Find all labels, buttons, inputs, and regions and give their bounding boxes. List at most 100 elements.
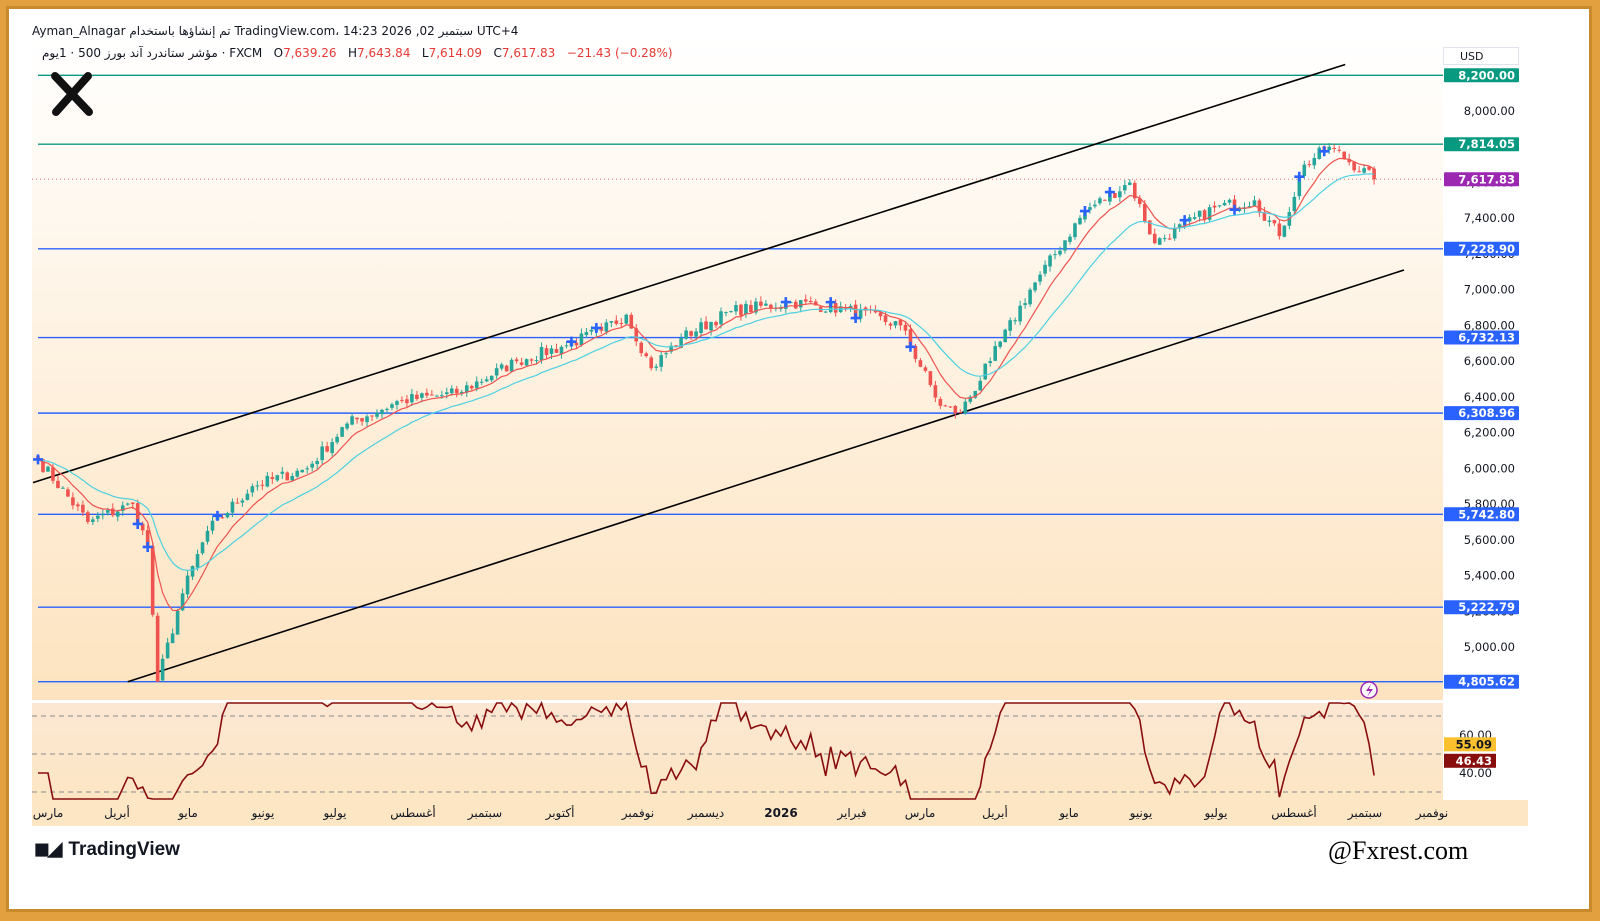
candle-body [415, 394, 419, 400]
rsi-value-label: 55.09 [1456, 737, 1492, 751]
rsi-tick-label: 40.00 [1459, 766, 1492, 780]
signal-marker [566, 336, 577, 347]
candle-body [46, 466, 50, 472]
candle-body [1033, 282, 1037, 291]
candle-body [694, 331, 698, 337]
candle-body [873, 309, 878, 313]
time-axis-bg [32, 799, 1528, 826]
candle-body [165, 642, 170, 659]
candle-body [534, 360, 539, 362]
candle-body [1078, 217, 1082, 225]
candle-body [400, 399, 404, 401]
candle-body [180, 593, 185, 611]
candle-body [479, 381, 484, 383]
candle-body [235, 502, 240, 504]
level-tag-label: 8,200.00 [1458, 68, 1515, 82]
x-logo-icon [51, 72, 93, 116]
signal-marker [212, 510, 223, 521]
price-tick-label: 5,400.00 [1464, 569, 1515, 583]
candle-body [380, 409, 384, 415]
candle-body [185, 575, 190, 595]
candle-body [420, 393, 424, 398]
level-tag[interactable] [1444, 68, 1519, 83]
signal-marker [1079, 206, 1090, 217]
candle-body [71, 497, 75, 506]
candle-body [405, 399, 409, 404]
level-tag[interactable] [1444, 600, 1519, 615]
candle-body [978, 380, 983, 391]
level-tag-label: 7,814.05 [1458, 137, 1515, 151]
price-tick-label: 7,000.00 [1464, 283, 1515, 297]
candle-body [554, 349, 559, 353]
time-axis-label: مارس [33, 806, 64, 821]
candle-body [903, 324, 908, 331]
candle-body [130, 502, 135, 505]
candle-body [928, 371, 933, 385]
currency-button[interactable]: USD [1443, 47, 1519, 65]
price-tick-label: 8,000.00 [1464, 104, 1515, 118]
candle-body [953, 406, 958, 414]
tradingview-brand[interactable]: ◼◢ TradingView [34, 838, 180, 861]
candle-body [539, 346, 544, 361]
candle-body [445, 392, 449, 395]
level-tag[interactable] [1444, 330, 1519, 345]
candle-body [499, 364, 504, 369]
candle-body [913, 345, 918, 359]
time-axis-label: فبراير [836, 806, 866, 821]
author-handle: @Fxrest.com [1328, 836, 1469, 865]
candle-body [230, 501, 235, 513]
candle-body [1347, 159, 1351, 163]
candle-body [813, 301, 818, 306]
channel-lower-line[interactable] [127, 269, 1405, 683]
candle-body [1362, 168, 1366, 173]
level-tag[interactable] [1444, 172, 1519, 187]
candle-body [1197, 210, 1202, 217]
candle-body [968, 396, 973, 402]
channel-upper-line[interactable] [32, 63, 1346, 484]
candle-body [1277, 223, 1282, 237]
candle-body [474, 381, 479, 389]
level-tag[interactable] [1444, 674, 1519, 689]
candle-body [1157, 238, 1162, 245]
candle-body [1043, 264, 1047, 274]
candle-body [754, 301, 758, 313]
level-tag-label: 6,308.96 [1458, 406, 1515, 420]
candle-body [275, 475, 280, 481]
level-tag[interactable] [1444, 507, 1519, 522]
time-axis-label: مارس [905, 806, 936, 821]
candle-body [1367, 166, 1371, 170]
candle-body [260, 484, 265, 486]
candle-body [1137, 198, 1142, 204]
candle-body [135, 503, 140, 524]
candle-body [1103, 199, 1107, 201]
candle-body [1337, 149, 1342, 151]
candle-body [390, 404, 394, 408]
level-tag[interactable] [1444, 406, 1519, 421]
symbol-name[interactable]: مؤشر ستاندرد آند بورز 500 · 1يوم · FXCM [42, 46, 263, 60]
candle-body [669, 345, 673, 352]
high-label: H [347, 46, 358, 60]
level-tag[interactable] [1444, 241, 1519, 256]
level-tag-label: 7,617.83 [1458, 172, 1515, 186]
candle-body [91, 519, 95, 522]
candle-body [469, 385, 474, 389]
lightning-icon[interactable] [1360, 681, 1378, 699]
candle-body [145, 530, 150, 547]
candle-body [858, 308, 863, 319]
candle-body [425, 392, 429, 396]
x-logo-stroke [52, 72, 92, 116]
candle-body [1147, 220, 1152, 235]
time-axis-label: أبريل [982, 805, 1008, 821]
high-value: 7,643.84 [357, 46, 411, 60]
level-tag-label: 5,742.80 [1458, 507, 1515, 521]
candle-body [101, 514, 105, 516]
candle-body [120, 505, 125, 511]
candle-body [170, 633, 175, 644]
level-tag[interactable] [1444, 137, 1519, 152]
candle-body [310, 463, 314, 468]
candle-body [1232, 199, 1237, 210]
candle-body [798, 300, 803, 308]
candle-body [1327, 146, 1332, 151]
candle-body [793, 301, 798, 309]
